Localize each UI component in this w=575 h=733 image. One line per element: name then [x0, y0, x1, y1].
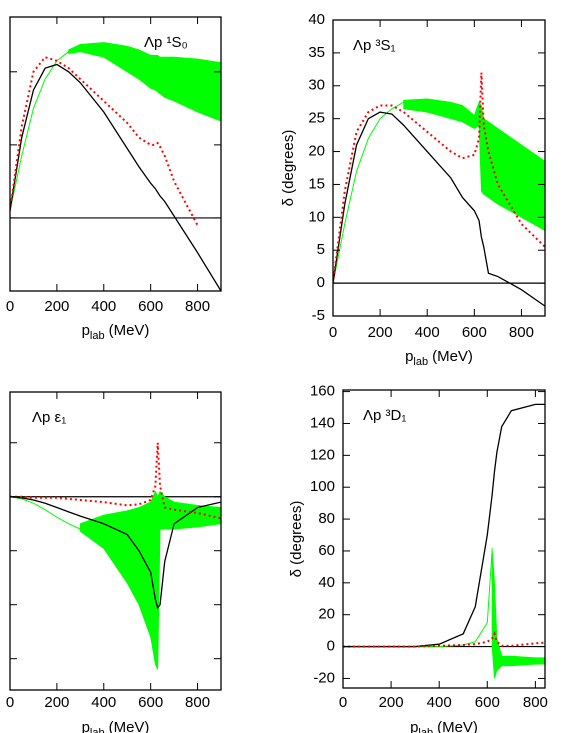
annotation: Λp ε₁	[32, 409, 66, 426]
frame	[9, 16, 222, 292]
frame	[342, 389, 546, 689]
x-label-main: p	[405, 348, 413, 365]
x-tick-label: 200	[44, 694, 69, 711]
curve	[10, 496, 81, 530]
x-axis-label: plab (MeV)	[410, 719, 478, 733]
curve	[10, 45, 81, 211]
y-tick-label: 140	[310, 414, 335, 431]
curve	[343, 403, 545, 648]
y-tick-label: -5	[312, 307, 325, 324]
y-tick-label: 60	[318, 542, 335, 559]
x-tick-label: 400	[415, 324, 440, 341]
curve	[10, 442, 221, 520]
y-tick-label: 5	[317, 241, 325, 258]
x-label-sub: lab	[90, 330, 105, 342]
x-tick-label: 400	[91, 694, 116, 711]
x-label-main: p	[410, 719, 418, 733]
y-tick-label: 0	[317, 274, 325, 291]
y-tick-label: 40	[308, 11, 325, 28]
y-tick-label: 40	[318, 574, 335, 591]
x-tick-label: 800	[185, 694, 210, 711]
x-tick-label: 800	[523, 694, 548, 711]
x-tick-label: 200	[368, 324, 393, 341]
x-label-sub: lab	[418, 727, 433, 733]
y-tick-label: 20	[308, 143, 325, 160]
x-label-main: p	[82, 322, 90, 339]
y-tick-label: 15	[308, 175, 325, 192]
x-axis-label: plab (MeV)	[82, 322, 150, 342]
band	[79, 490, 221, 670]
plot-area	[343, 403, 545, 679]
x-tick-label: 800	[509, 324, 534, 341]
x-axis-label: plab (MeV)	[405, 348, 473, 368]
curve	[333, 111, 545, 307]
x-tick-label: 400	[91, 298, 116, 315]
y-tick-label: 10	[308, 208, 325, 225]
y-tick-label: 100	[310, 478, 335, 495]
y-tick-label: 35	[308, 44, 325, 61]
plot-area	[10, 442, 221, 670]
curve	[10, 63, 221, 291]
frame	[9, 391, 222, 691]
x-label-unit: (MeV)	[432, 348, 473, 365]
x-label-sub: lab	[413, 356, 428, 368]
x-tick-label: 0	[339, 694, 347, 711]
frame	[332, 19, 546, 317]
curve	[10, 496, 221, 610]
curve	[343, 550, 493, 648]
x-label-unit: (MeV)	[109, 719, 150, 733]
curve	[10, 56, 199, 226]
y-tick-label: 20	[318, 606, 335, 623]
x-tick-label: 600	[475, 694, 500, 711]
plot-area	[333, 72, 545, 307]
y-tick-label: 0	[327, 638, 335, 655]
x-label-main: p	[82, 719, 90, 733]
y-tick-label: 120	[310, 446, 335, 463]
x-label-unit: (MeV)	[437, 719, 478, 733]
band	[491, 547, 545, 679]
x-tick-label: 200	[44, 298, 69, 315]
x-tick-label: 600	[462, 324, 487, 341]
x-tick-label: 0	[6, 298, 14, 315]
x-tick-label: 600	[138, 694, 163, 711]
y-tick-label: 25	[308, 110, 325, 127]
y-tick-label: 30	[308, 77, 325, 94]
x-axis-label: plab (MeV)	[82, 719, 150, 733]
x-tick-label: 400	[427, 694, 452, 711]
band	[68, 42, 221, 122]
annotation: Λp ³S₁	[353, 37, 396, 54]
y-tick-label: -20	[313, 669, 335, 686]
x-tick-label: 0	[6, 694, 14, 711]
x-tick-label: 0	[329, 324, 337, 341]
y-tick-label: 160	[310, 383, 335, 400]
x-tick-label: 200	[379, 694, 404, 711]
y-axis-label: δ (degrees)	[280, 130, 297, 207]
x-label-sub: lab	[90, 727, 105, 733]
y-axis-label: δ (degrees)	[288, 501, 305, 578]
annotation: Λp ¹S₀	[144, 34, 188, 51]
curve	[333, 101, 404, 284]
band	[403, 98, 545, 231]
curve	[343, 631, 545, 648]
panel: 0 200 400 600 800 plab (MeV) Λp ¹S₀	[6, 16, 222, 342]
x-tick-label: 600	[138, 298, 163, 315]
annotation: Λp ³D₁	[363, 407, 406, 424]
plot-area	[10, 42, 221, 291]
y-tick-label: 80	[318, 510, 335, 527]
panel: 0 200 400 600 800 plab (MeV) Λp ε₁	[6, 391, 222, 733]
curve	[333, 72, 545, 284]
x-tick-label: 800	[185, 298, 210, 315]
x-label-unit: (MeV)	[109, 322, 150, 339]
